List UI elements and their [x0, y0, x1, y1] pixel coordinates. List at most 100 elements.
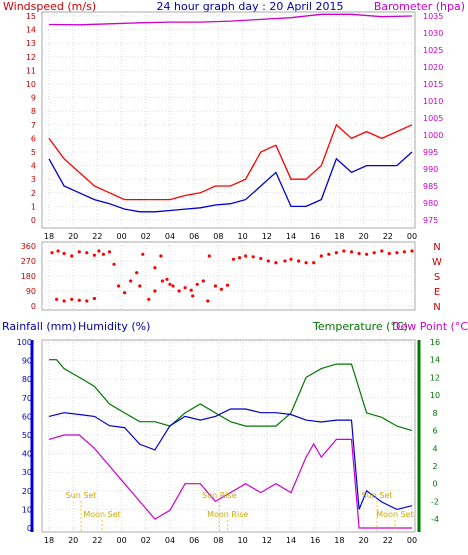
humidity-tick-label: 70 [22, 394, 32, 403]
wind-direction-point [101, 252, 105, 256]
wind-direction-point [357, 251, 361, 256]
event-annotation: Moon Rise [207, 510, 248, 519]
barometer-tick-label: 995 [423, 148, 438, 157]
humidity-tick-label: 40 [22, 450, 32, 459]
wind-direction-point [244, 254, 248, 258]
x-tick-label: 20 [359, 232, 369, 241]
humidity-tick-label: 0 [27, 524, 32, 533]
wind-direction-point [62, 299, 66, 303]
event-annotation: Sun Set [66, 491, 97, 500]
wind-direction-point [77, 250, 81, 254]
wind-direction-point [177, 289, 181, 293]
wind-direction-point [168, 282, 172, 286]
humidity-tick-label: 60 [22, 412, 32, 421]
gust-line [48, 123, 413, 201]
temperature-tick-label: 14 [430, 356, 440, 365]
direction-tick-label: 180 [21, 272, 36, 281]
wind-direction-point [147, 297, 151, 301]
x-tick-label: 00 [117, 536, 127, 545]
x-tick-label: 20 [68, 536, 78, 545]
wind-direction-point [259, 256, 263, 261]
humidity-tick-label: 30 [22, 468, 32, 477]
humidity-tick-label: 90 [22, 357, 32, 366]
wind-direction-point [304, 261, 308, 265]
wind-direction-point [107, 250, 112, 254]
barometer-tick-label: 1025 [423, 46, 443, 55]
wind-direction-point [372, 251, 376, 255]
compass-label: N [433, 242, 440, 253]
humidity-tick-label: 50 [22, 431, 32, 440]
x-tick-label: 16 [310, 536, 320, 545]
direction-tick-label: 270 [21, 257, 36, 266]
barometer-tick-label: 985 [423, 182, 438, 191]
wind-direction-point [183, 286, 187, 290]
x-tick-label: 18 [334, 536, 344, 545]
humidity-tick-label: 20 [22, 487, 32, 496]
x-tick-label: 00 [407, 232, 417, 241]
wind-direction-point [219, 287, 223, 291]
barometer-line [48, 13, 413, 26]
x-tick-label: 22 [383, 232, 393, 241]
windspeed-tick-label: 2 [31, 189, 36, 198]
compass-label: E [434, 287, 440, 298]
x-tick-label: 02 [141, 232, 151, 241]
temperature-tick-label: -4 [431, 515, 439, 524]
wind-direction-point [380, 249, 384, 253]
wind-direction-point [55, 297, 59, 301]
temperature-tick-label: 4 [432, 444, 437, 453]
wind-direction-point [92, 253, 96, 257]
barometer-tick-label: 1030 [423, 29, 443, 38]
x-tick-label: 00 [117, 232, 127, 241]
x-tick-label: 06 [189, 232, 199, 241]
barometer-tick-label: 1010 [423, 97, 443, 106]
x-tick-label: 12 [262, 536, 272, 545]
temperature-tick-label: 16 [430, 338, 440, 347]
wind-direction-point [365, 252, 369, 256]
x-tick-label: 18 [44, 536, 54, 545]
dewpoint-axis-title: Dew Point (°C) [392, 320, 468, 333]
windspeed-tick-label: 9 [31, 94, 36, 103]
wind-direction-point [251, 255, 255, 259]
wind-direction-point [70, 254, 74, 258]
windspeed-tick-label: 10 [26, 80, 36, 89]
wind-direction-point [191, 294, 195, 298]
barometer-tick-label: 1000 [423, 131, 443, 140]
wind-direction-point [289, 257, 293, 261]
wind-direction-point [283, 259, 287, 263]
windspeed-tick-label: 3 [31, 175, 36, 184]
wind-direction-point [395, 251, 399, 255]
wind-direction-point [117, 284, 121, 288]
x-tick-label: 04 [165, 536, 175, 545]
humidity-tick-label: 100 [17, 338, 32, 347]
x-tick-label: 16 [310, 232, 320, 241]
wind-direction-point [189, 288, 193, 292]
wind-direction-point [50, 251, 54, 255]
rainfall-axis-title: Rainfall (mm) [2, 320, 76, 333]
windspeed-tick-label: 11 [26, 66, 36, 75]
windspeed-tick-label: 1 [31, 202, 36, 211]
temperature-axis-title: Temperature (°C) [312, 320, 408, 333]
wind-direction-point [85, 251, 89, 255]
x-tick-label: 22 [92, 536, 102, 545]
wind-direction-point [171, 284, 175, 288]
event-annotation: Moon Set [83, 510, 120, 519]
wind-direction-point [342, 249, 346, 253]
windspeed-tick-label: 8 [31, 107, 36, 116]
humidity-tick-label: 80 [22, 375, 32, 384]
wind-direction-point [319, 254, 323, 258]
direction-tick-label: 90 [26, 287, 36, 296]
wind-direction-point [327, 252, 331, 256]
x-tick-label: 12 [262, 232, 272, 241]
barometer-tick-label: 990 [423, 165, 438, 174]
x-tick-label: 02 [141, 536, 151, 545]
wind-direction-point [112, 262, 116, 266]
windspeed-tick-label: 4 [31, 162, 36, 171]
wind-direction-point [349, 250, 354, 254]
humidity-axis-title: Humidity (%) [78, 320, 150, 333]
barometer-tick-label: 1005 [423, 114, 443, 123]
wind-direction-point [207, 254, 211, 258]
chart-title: 24 hour graph day : 20 April 2015 [157, 0, 344, 13]
wind-direction-point [334, 251, 338, 255]
